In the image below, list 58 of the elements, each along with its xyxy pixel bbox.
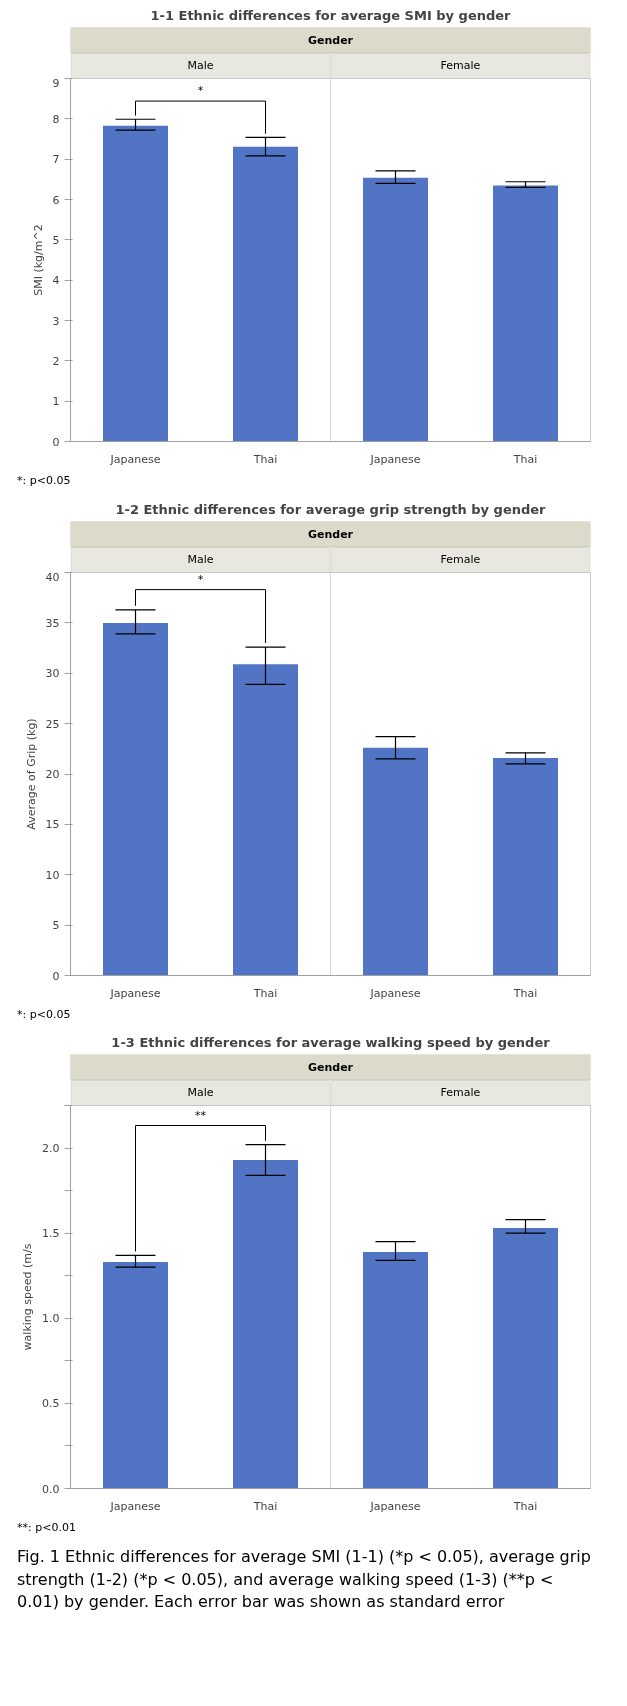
y-tick-label: 0 <box>52 435 60 449</box>
text: Fig. 1 Ethnic differences for average SMI (1-1) (*p < 0.05), average grip strength (1-2) (*p < 0.05), and average walking speed (1-3) (**p < 0.01) by gender. Each error bar was shown as standard error <box>17 1546 592 1613</box>
y-tick-label: 1.5 <box>42 1227 60 1241</box>
y-tick-label: 20 <box>45 767 60 781</box>
y-tick-label: 1 <box>52 395 60 409</box>
annotation: * <box>197 572 204 586</box>
text: *: p<0.05 <box>17 1006 71 1023</box>
text: Gender <box>307 1061 354 1075</box>
x-tick-label: Thai <box>512 1499 538 1513</box>
y-tick-label: 2 <box>52 354 60 368</box>
x-tick-label: Japanese <box>109 452 161 466</box>
y-tick-label: 35 <box>45 616 60 630</box>
text: Gender <box>307 527 354 541</box>
y-tick-label: 0.5 <box>42 1397 60 1411</box>
x-tick-label: Japanese <box>369 452 421 466</box>
y-tick-label: 5 <box>52 233 60 247</box>
y-tick-label: 40 <box>45 570 60 584</box>
text: Female <box>440 552 481 566</box>
x-tick-label: Thai <box>512 986 538 1000</box>
x-tick-label: Thai <box>252 986 278 1000</box>
y-tick-label: 2.0 <box>42 1142 60 1156</box>
x-tick-label: Japanese <box>369 986 421 1000</box>
y-axis-title: Average of Grip (kg) <box>24 718 38 830</box>
text: Male <box>187 59 214 73</box>
y-tick-label: 10 <box>45 868 60 882</box>
x-tick-label: Japanese <box>369 1499 421 1513</box>
y-tick-label: 9 <box>52 76 60 90</box>
y-tick-label: 30 <box>45 666 60 680</box>
y-tick-label: 0.0 <box>42 1482 60 1496</box>
x-tick-label: Japanese <box>109 1499 161 1513</box>
y-tick-label: 15 <box>45 818 60 832</box>
text: Female <box>440 1086 481 1100</box>
y-tick-label: 4 <box>52 274 60 288</box>
annotation: ** <box>195 1109 207 1123</box>
annotation: * <box>197 84 204 98</box>
chart-title: 1-1 Ethnic differences for average SMI by gender <box>150 7 512 23</box>
text: Gender <box>307 33 354 47</box>
y-tick-label: 0 <box>52 969 60 983</box>
y-tick-label: 1.0 <box>42 1312 60 1326</box>
chart-title: 1-3 Ethnic differences for average walking speed by gender <box>111 1034 551 1050</box>
chart-title: 1-2 Ethnic differences for average grip strength by gender <box>115 501 547 517</box>
y-tick-label: 8 <box>52 112 60 126</box>
y-tick-label: 7 <box>52 153 60 167</box>
text: Male <box>187 1086 214 1100</box>
y-tick-label: 25 <box>45 717 60 731</box>
x-tick-label: Japanese <box>109 986 161 1000</box>
text: Female <box>440 59 481 73</box>
y-tick-label: 5 <box>52 918 60 932</box>
y-tick-label: 3 <box>52 314 60 328</box>
x-tick-label: Thai <box>252 452 278 466</box>
y-tick-label: 6 <box>52 193 60 207</box>
text: Male <box>187 552 214 566</box>
y-axis-title: walking speed (m/s <box>21 1243 35 1351</box>
x-tick-label: Thai <box>252 1499 278 1513</box>
x-tick-label: Thai <box>512 452 538 466</box>
text: *: p<0.05 <box>17 473 71 489</box>
text: **: p<0.01 <box>17 1520 76 1537</box>
y-axis-title: SMI (kg/m^2 <box>31 224 45 296</box>
